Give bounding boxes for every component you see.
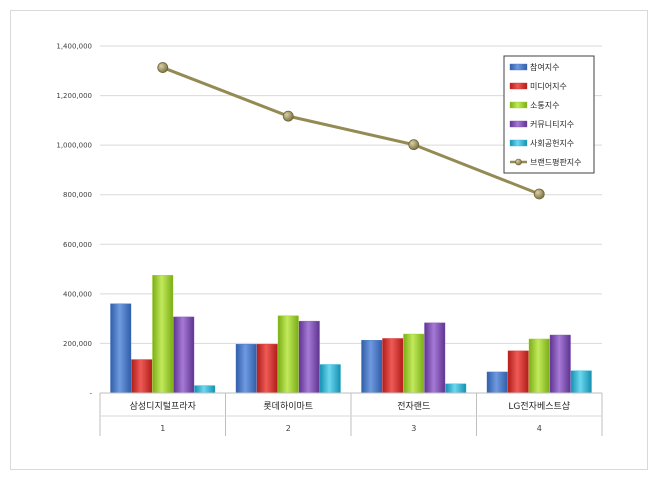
bar [486,371,508,394]
legend-label: 사회공헌지수 [530,139,574,148]
bar [445,383,467,394]
bar [194,385,216,394]
bars [110,275,592,394]
x-category-index: 1 [160,424,165,433]
bar [110,303,132,394]
bar [298,320,320,394]
x-category-label: 롯데하이마트 [263,401,313,412]
y-tick-label: 800,000 [63,191,92,199]
bar [235,343,257,394]
x-category-index: 2 [286,424,291,433]
bar [528,338,550,394]
bar [256,343,278,394]
brand-line-series [157,62,545,200]
bar [319,364,341,394]
x-category-label: 전자랜드 [397,401,430,412]
y-tick-label: 1,200,000 [56,92,92,100]
line-marker [533,188,545,200]
legend-line-marker [515,158,522,166]
bar [382,338,404,394]
bar [277,315,299,394]
legend-swatch [509,82,528,90]
legend-swatch [509,63,528,71]
line-marker [282,110,294,122]
chart-frame: - 200,000 400,000 600,000 800,000 1,000,000 1,… [10,10,648,470]
bar [549,334,571,394]
y-tick-label: 600,000 [63,241,92,249]
legend-swatch [509,101,528,109]
y-tick-label: 400,000 [63,290,92,298]
x-category-label: LG전자베스트샵 [508,401,570,412]
y-tick-label: 1,400,000 [56,43,92,51]
x-axis: 삼성디지털프라자 1 롯데하이마트 2 전자랜드 3 LG전자베스트샵 4 [99,392,603,436]
legend-swatch [509,120,528,128]
line-marker [157,62,169,73]
line-marker [408,139,420,151]
legend-swatch [509,139,528,147]
legend-label: 커뮤니티지수 [530,119,574,129]
legend-label: 미디어지수 [530,81,567,91]
chart: - 200,000 400,000 600,000 800,000 1,000,000 1,… [56,43,603,436]
bar [131,359,153,394]
bar [507,350,529,394]
legend-label: 참여지수 [530,62,559,72]
line-path [162,66,540,196]
bar [361,340,383,394]
legend-box [503,55,595,174]
bar [403,333,425,394]
bar [570,370,592,394]
bar [152,275,174,394]
x-category-index: 3 [411,424,416,433]
y-tick-label: 1,000,000 [56,142,92,150]
gridlines [100,45,602,344]
legend-label: 브랜드평판지수 [530,157,582,167]
y-tick-label: - [89,390,92,398]
bar [424,322,446,394]
x-category-index: 4 [537,424,542,433]
y-tick-label: 200,000 [63,340,92,348]
x-category-label: 삼성디지털프라자 [130,400,197,412]
bar [173,316,195,394]
y-axis-ticks: - 200,000 400,000 600,000 800,000 1,000,000 1,… [56,43,92,398]
legend-label: 소통지수 [530,101,559,110]
